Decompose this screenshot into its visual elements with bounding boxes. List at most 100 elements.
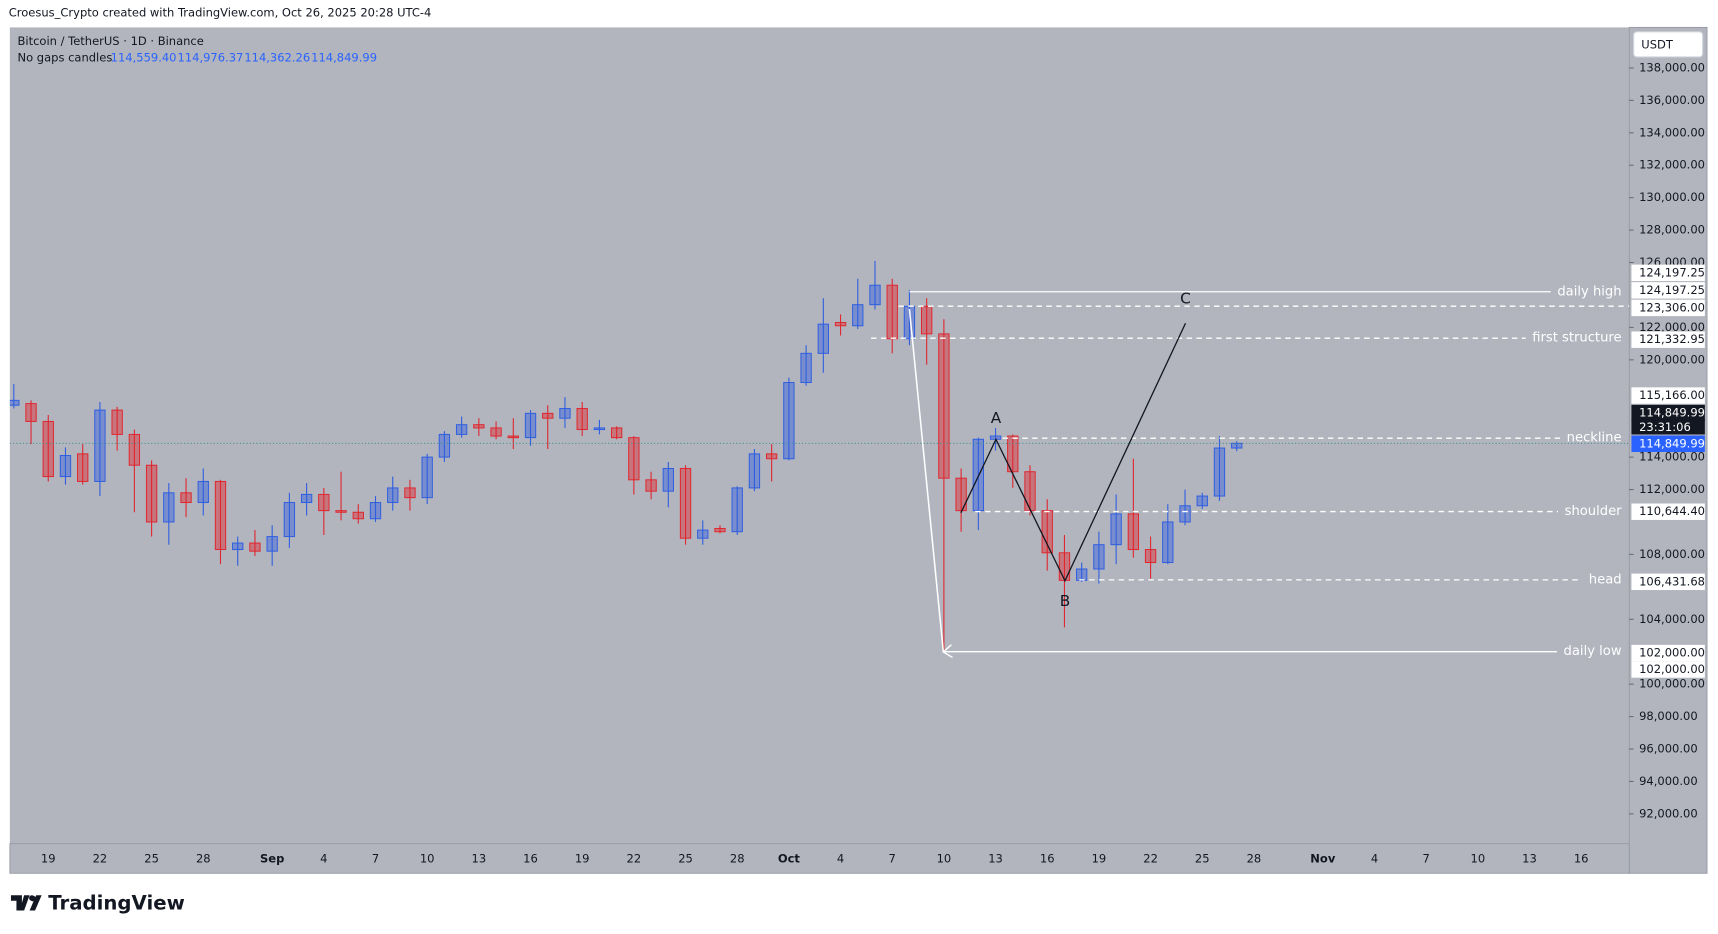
y-tick-label: 134,000.00	[1639, 125, 1705, 139]
candle-body	[266, 536, 278, 552]
candle-body	[559, 407, 571, 419]
price-tag-label: 124,197.25	[1639, 283, 1705, 297]
candle-body	[921, 305, 933, 335]
level-label: daily low	[1564, 644, 1622, 659]
level-label: neckline	[1567, 431, 1622, 446]
candle-body	[1007, 435, 1019, 473]
price-tag-label: 114,849.99	[1639, 436, 1705, 450]
logo-icon	[10, 895, 35, 911]
x-tick-label: 7	[1422, 852, 1429, 866]
y-tick-label: 94,000.00	[1639, 774, 1698, 788]
x-tick-label: 22	[627, 852, 642, 866]
y-tick-label: 114,000.00	[1639, 450, 1705, 464]
x-tick-label: 25	[1195, 852, 1210, 866]
x-tick-label: 13	[472, 852, 487, 866]
time-axis	[9, 843, 1630, 874]
x-tick-label: 28	[730, 852, 745, 866]
price-tag-box	[1631, 435, 1705, 452]
ohlc-value: 114,849.99	[311, 51, 377, 65]
chart-subtitle: No gaps candles	[18, 51, 113, 65]
x-tick-label: 13	[1522, 852, 1537, 866]
candle-body	[145, 464, 158, 523]
candle-body	[593, 427, 606, 431]
candle-body	[59, 455, 72, 478]
x-tick-label: 16	[523, 852, 538, 866]
candle-body	[662, 467, 674, 492]
x-tick-label: 10	[420, 852, 435, 866]
candle-body	[42, 420, 54, 478]
candle-body	[1058, 552, 1071, 581]
ohlc-value: 114,362.26	[244, 51, 310, 65]
y-tick-label: 120,000.00	[1639, 352, 1705, 366]
plot	[9, 260, 1630, 652]
plot-area	[9, 27, 1630, 844]
candle-body	[1041, 510, 1053, 554]
logo-mark	[29, 895, 42, 911]
x-tick-label: 4	[320, 852, 327, 866]
candle-body	[748, 453, 761, 489]
candle-body	[645, 479, 657, 492]
attribution: Croesus_Crypto created with TradingView.…	[9, 6, 432, 20]
y-tick-label: 96,000.00	[1639, 742, 1698, 756]
price-tag-box	[1631, 331, 1705, 348]
candle-body	[869, 284, 881, 306]
candle-body	[25, 403, 37, 422]
price-tag-label: 114,849.99	[1639, 406, 1705, 420]
x-tick-label: Oct	[778, 852, 801, 866]
level-label: head	[1589, 572, 1622, 587]
y-tick-label: 136,000.00	[1639, 93, 1705, 107]
candle-body	[1127, 513, 1140, 551]
candle-body	[524, 412, 537, 439]
candle-body	[679, 467, 692, 539]
candle-body	[438, 433, 451, 458]
candle-body	[1196, 495, 1208, 507]
candle-body	[507, 435, 519, 439]
logo-text: TradingView	[48, 891, 185, 914]
x-tick-label: Sep	[260, 852, 284, 866]
price-tag-label: 124,197.25	[1639, 265, 1705, 279]
candle-body	[542, 412, 554, 419]
candle-body	[852, 304, 864, 327]
price-tag-box	[1631, 282, 1705, 299]
countdown-box	[1631, 419, 1705, 435]
price-tag-label: 102,000.00	[1639, 662, 1705, 676]
candle-body	[249, 542, 261, 552]
candle-body	[783, 382, 795, 460]
x-tick-label: 13	[988, 852, 1003, 866]
price-tag-label: 106,431.68	[1639, 574, 1705, 588]
candle-body	[800, 352, 812, 384]
pattern-label: A	[991, 409, 1002, 427]
candle-body	[1110, 513, 1122, 546]
candle-body	[455, 424, 468, 435]
candle-body	[1231, 442, 1243, 449]
candle-body	[232, 542, 244, 551]
logo: TradingView	[10, 891, 185, 914]
price-tag-label: 102,000.00	[1639, 646, 1705, 660]
currency-button[interactable]	[1633, 31, 1704, 58]
x-tick-label: 28	[196, 852, 211, 866]
candle-body	[9, 399, 20, 406]
pattern-label: B	[1060, 592, 1071, 610]
price-tag-box	[1631, 387, 1705, 404]
drop-arrow	[908, 308, 943, 652]
candle-body	[352, 511, 364, 520]
ohlc-value: 114,976.37	[177, 51, 243, 65]
x-tick-label: 19	[575, 852, 590, 866]
candle-body	[1093, 544, 1105, 570]
candle-body	[111, 409, 123, 435]
candle-body	[318, 493, 330, 512]
price-tag-box	[1631, 503, 1705, 520]
y-tick-label: 122,000.00	[1639, 320, 1705, 334]
y-tick-label: 108,000.00	[1639, 547, 1705, 561]
candle-body	[697, 529, 709, 539]
price-tag-box	[1631, 661, 1705, 678]
candle-body	[283, 502, 296, 538]
currency-label: USDT	[1641, 37, 1674, 51]
x-tick-label: 19	[41, 852, 56, 866]
price-tag-box	[1631, 573, 1705, 591]
candle-body	[387, 487, 399, 504]
candle-body	[955, 477, 967, 512]
level-label: first structure	[1532, 331, 1621, 346]
candle-body	[473, 424, 485, 429]
